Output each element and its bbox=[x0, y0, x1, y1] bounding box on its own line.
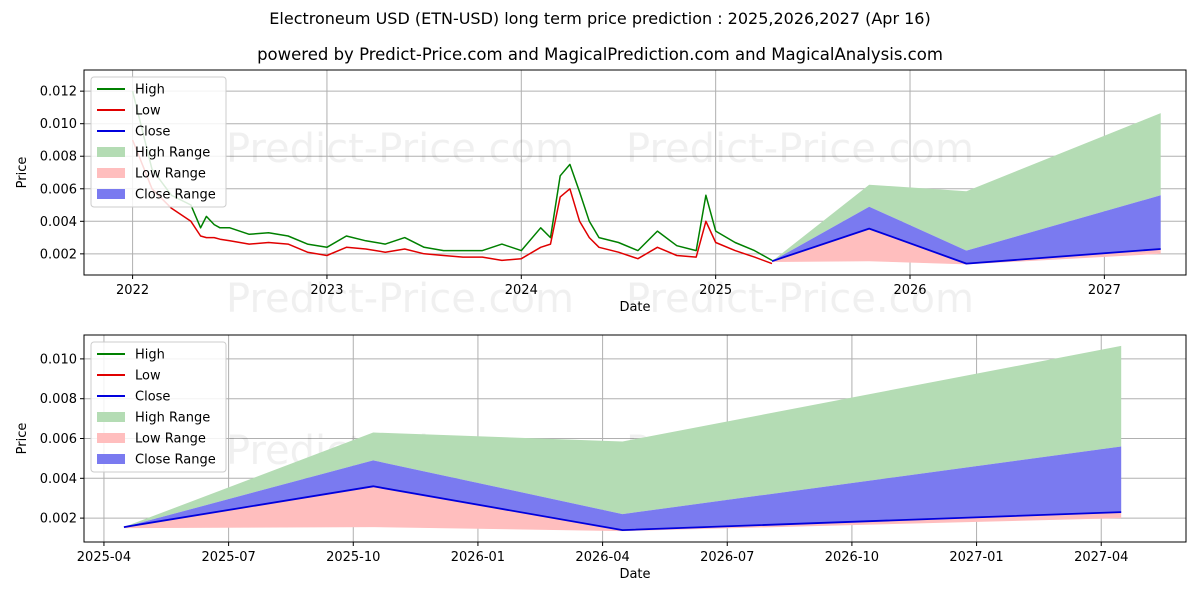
watermark-text: Predict-Price.com bbox=[626, 126, 974, 172]
high-range-band bbox=[772, 113, 1161, 262]
y-tick-label: 0.010 bbox=[40, 117, 77, 132]
y-tick-label: 0.002 bbox=[40, 512, 77, 527]
watermark-text: Predict-Price.com bbox=[626, 276, 974, 322]
x-tick-label: 2025-04 bbox=[77, 550, 131, 565]
legend-label: Close bbox=[135, 390, 170, 405]
y-tick-label: 0.006 bbox=[40, 182, 77, 197]
y-tick-label: 0.006 bbox=[40, 432, 77, 447]
x-tick-label: 2024 bbox=[505, 283, 538, 298]
legend-swatch-patch bbox=[97, 454, 125, 464]
legend: High Low Close High Range Low Range Close Ran… bbox=[90, 341, 227, 473]
legend-label: Close Range bbox=[135, 188, 216, 203]
legend-label: Close Range bbox=[135, 453, 216, 468]
legend-swatch-patch bbox=[97, 433, 125, 443]
y-tick-label: 0.012 bbox=[40, 85, 77, 100]
x-tick-label: 2027 bbox=[1088, 283, 1121, 298]
legend-swatch-patch bbox=[97, 189, 125, 199]
x-axis-label: Date bbox=[619, 300, 650, 315]
watermark-text: Predict-Price.com bbox=[226, 126, 574, 172]
y-tick-label: 0.004 bbox=[40, 472, 77, 487]
axes-frame bbox=[83, 69, 1187, 276]
y-axis-label: Price bbox=[15, 157, 30, 189]
legend-label: Low Range bbox=[135, 432, 206, 447]
plot-area bbox=[131, 91, 1161, 265]
legend-label: High bbox=[135, 83, 165, 98]
y-axis-label: Price bbox=[15, 423, 30, 455]
y-tick-label: 0.008 bbox=[40, 150, 77, 165]
close-series-line bbox=[771, 227, 1161, 265]
legend-label: Close bbox=[135, 125, 170, 140]
y-tick-label: 0.010 bbox=[40, 352, 77, 367]
legend-swatch-patch bbox=[97, 168, 125, 178]
low-range-band bbox=[123, 486, 1122, 532]
watermark-text: Predict-Price.com bbox=[226, 276, 574, 322]
close-series-line bbox=[123, 485, 1122, 531]
x-tick-label: 2026 bbox=[893, 283, 926, 298]
low-range-band bbox=[772, 228, 1161, 265]
legend-label: Low bbox=[135, 369, 161, 384]
high-series-line bbox=[131, 91, 773, 262]
chart-subtitle: powered by Predict-Price.com and Magical… bbox=[257, 45, 943, 64]
low-series-line bbox=[131, 139, 773, 265]
chart-panel-2: Predict-Price.comPredict-Price.com2025-0… bbox=[15, 334, 1187, 582]
y-tick-label: 0.008 bbox=[40, 392, 77, 407]
x-axis-label: Date bbox=[619, 567, 650, 582]
legend-label: High bbox=[135, 348, 165, 363]
chart-title: Electroneum USD (ETN-USD) long term pric… bbox=[269, 9, 931, 28]
y-tick-label: 0.002 bbox=[40, 247, 77, 262]
legend-label: High Range bbox=[135, 146, 210, 161]
x-tick-label: 2022 bbox=[116, 283, 149, 298]
x-tick-label: 2023 bbox=[310, 283, 343, 298]
high-range-band bbox=[123, 345, 1122, 528]
y-tick-label: 0.004 bbox=[40, 215, 77, 230]
x-tick-label: 2027-04 bbox=[1074, 550, 1128, 565]
legend-label: High Range bbox=[135, 411, 210, 426]
x-tick-label: 2026-04 bbox=[575, 550, 629, 565]
x-tick-label: 2025-07 bbox=[201, 550, 255, 565]
legend: High Low Close High Range Low Range Close Ran… bbox=[90, 76, 227, 208]
close-range-band bbox=[123, 446, 1122, 531]
x-tick-label: 2026-10 bbox=[825, 550, 879, 565]
legend-label: Low bbox=[135, 104, 161, 119]
plot-area bbox=[123, 345, 1122, 532]
chart-panel-1: Predict-Price.com Predict-Price.com Predic… bbox=[15, 69, 1187, 322]
close-range-band bbox=[772, 195, 1161, 264]
legend-swatch-patch bbox=[97, 412, 125, 422]
x-tick-label: 2026-07 bbox=[700, 550, 754, 565]
x-tick-label: 2025 bbox=[699, 283, 732, 298]
legend-label: Low Range bbox=[135, 167, 206, 182]
legend-swatch-patch bbox=[97, 147, 125, 157]
x-tick-label: 2026-01 bbox=[451, 550, 505, 565]
x-tick-label: 2025-10 bbox=[326, 550, 380, 565]
x-tick-label: 2027-01 bbox=[949, 550, 1003, 565]
